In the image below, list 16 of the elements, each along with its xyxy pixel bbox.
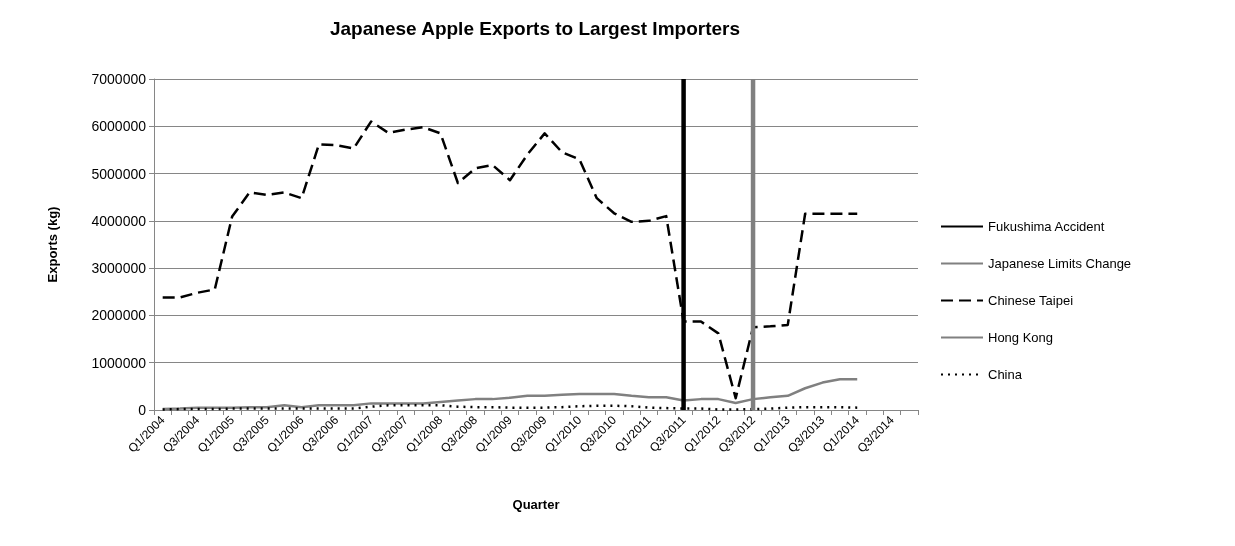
legend-label: Hong Kong [988,330,1054,345]
y-tick-label: 5000000 [91,165,147,182]
legend-label: China [988,367,1023,382]
y-tick-label: 3000000 [91,260,147,277]
y-tick-label: 2000000 [91,307,147,324]
y-tick-label: 4000000 [91,212,147,229]
y-tick-label: 0 [138,402,147,418]
legend-label: Japanese Limits Change [988,256,1132,271]
y-axis-title: Exports (kg) [45,206,60,283]
y-tick-label: 7000000 [91,71,147,87]
legend-label: Fukushima Accident [988,219,1105,234]
legend-label: Chinese Taipei [988,293,1074,308]
chart-title: Japanese Apple Exports to Largest Importers [329,18,741,39]
x-axis-title: Quarter [512,497,560,512]
y-tick-label: 1000000 [91,354,147,371]
y-tick-label: 6000000 [91,118,147,135]
